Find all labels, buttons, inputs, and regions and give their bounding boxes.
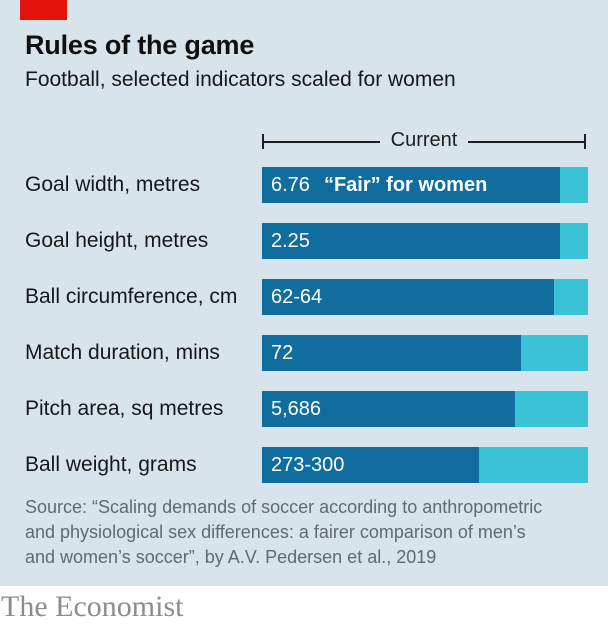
bar-value: 6.76 [271,173,310,196]
source-line: Source: “Scaling demands of soccer accor… [25,497,543,517]
source-line: and women’s soccer”, by A.V. Pedersen et… [25,547,437,567]
economist-wordmark: The Economist [1,590,184,623]
bar-rows: Goal width, metres 6.76 “Fair” for women… [0,167,608,503]
row-label: Pitch area, sq metres [25,397,224,420]
bar-fair-segment: 273-300 [262,447,480,483]
bar-value: 273-300 [271,453,345,476]
row-label: Ball circumference, cm [25,285,238,308]
bar-current-segment: 6.76 “Fair” for women [262,167,588,203]
bracket-left-line [264,140,380,143]
row-label: Goal height, metres [25,229,209,252]
chart-panel: Rules of the game Football, selected ind… [0,0,608,586]
row-label: Ball weight, grams [25,453,197,476]
bar-current-segment: 273-300 [262,447,588,483]
bar-current-segment: 72 [262,335,588,371]
current-bracket-legend: Current [262,129,587,151]
bar-current-segment: 5,686 [262,391,588,427]
row-label: Goal width, metres [25,173,201,196]
table-row: Goal width, metres 6.76 “Fair” for women [0,167,608,203]
source-citation: Source: “Scaling demands of soccer accor… [25,495,542,570]
bar-fair-segment: 5,686 [262,391,515,427]
bar-value: 2.25 [271,229,310,252]
table-row: Match duration, mins 72 [0,335,608,371]
chart-subtitle: Football, selected indicators scaled for… [25,68,456,91]
bar-value: 62-64 [271,285,323,308]
bar-fair-segment: 6.76 “Fair” for women [262,167,560,203]
table-row: Goal height, metres 2.25 [0,223,608,259]
source-line: and physiological sex differences: a fai… [25,522,526,542]
legend-label: Current [390,129,458,151]
chart-title: Rules of the game [25,30,255,60]
bar-value: 5,686 [271,397,322,420]
bar-fair-segment: 72 [262,335,521,371]
bar-current-segment: 2.25 [262,223,588,259]
bracket-right-tick [584,134,587,149]
economist-red-tab [20,0,67,20]
fair-for-women-annotation: “Fair” for women [323,173,488,196]
bracket-right-line [468,140,585,143]
bar-value: 72 [271,341,294,364]
bar-fair-segment: 2.25 [262,223,560,259]
table-row: Ball circumference, cm 62-64 [0,279,608,315]
row-label: Match duration, mins [25,341,220,364]
table-row: Pitch area, sq metres 5,686 [0,391,608,427]
bar-current-segment: 62-64 [262,279,588,315]
table-row: Ball weight, grams 273-300 [0,447,608,483]
bracket-left-tick [262,134,264,149]
bar-fair-segment: 62-64 [262,279,555,315]
